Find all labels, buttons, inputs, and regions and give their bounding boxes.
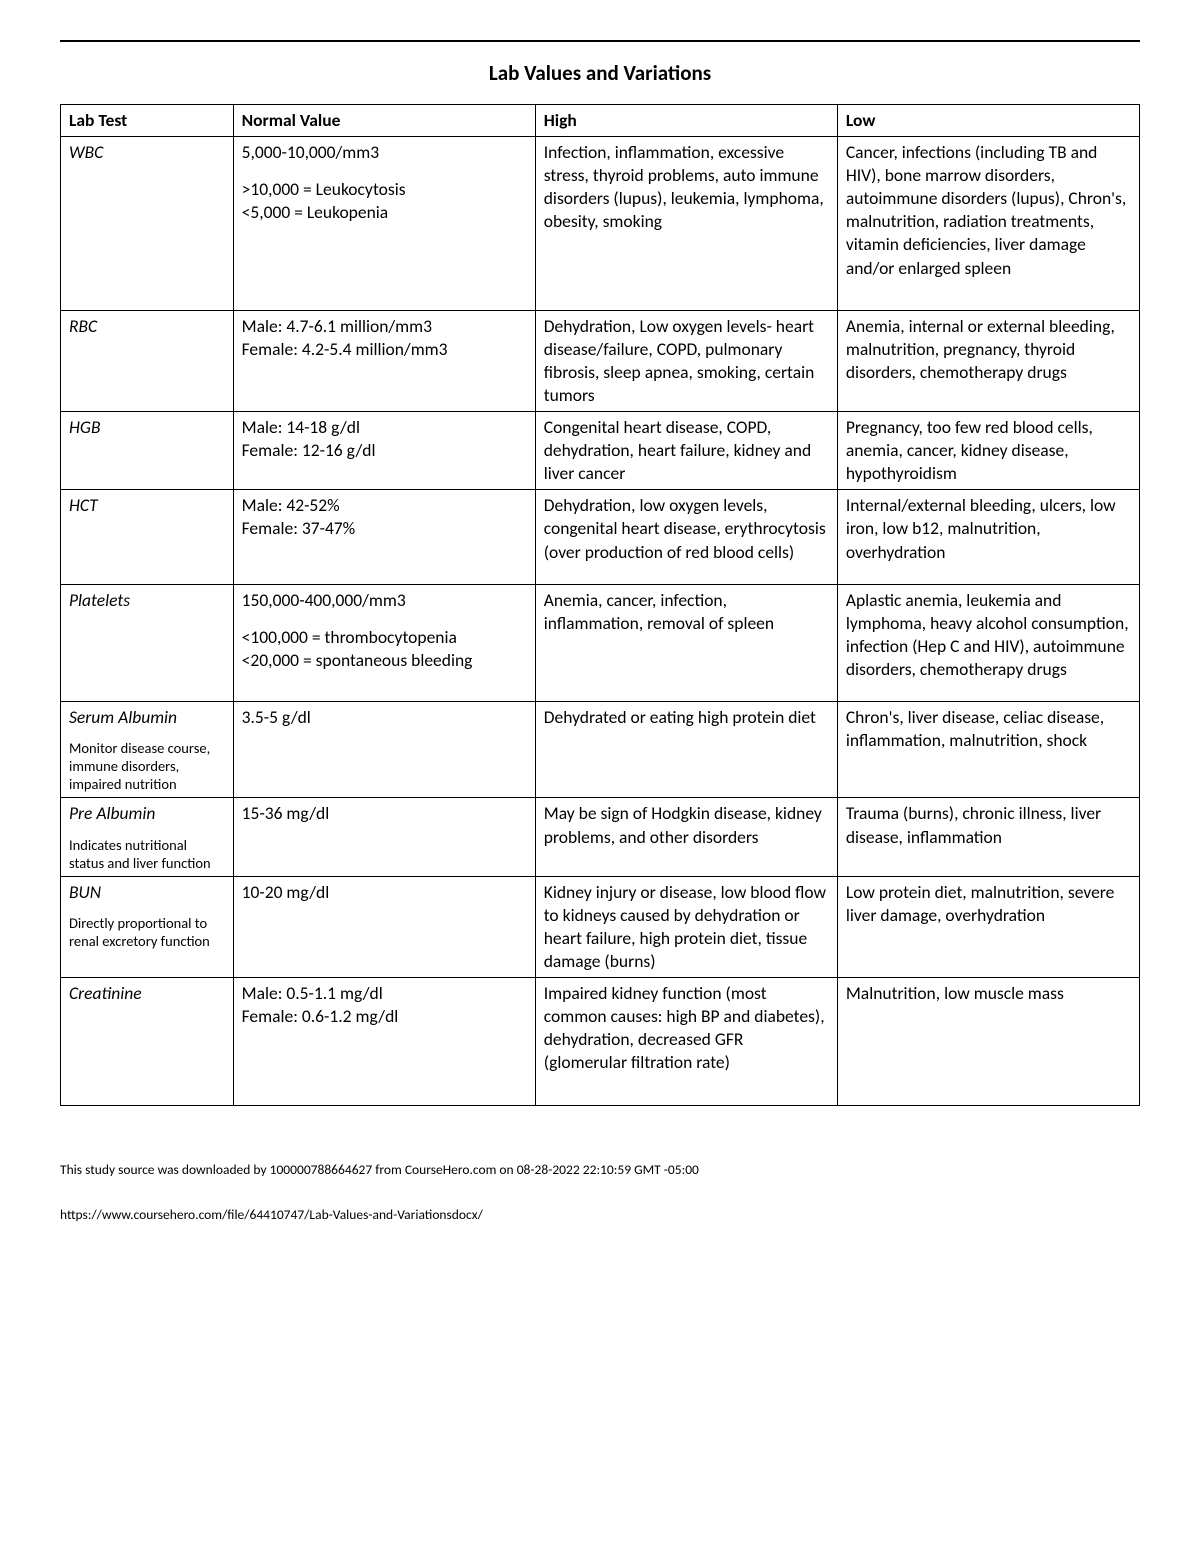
cell-low: Malnutrition, low muscle mass <box>837 978 1139 1105</box>
cell-high: Dehydration, Low oxygen levels- heart di… <box>535 310 837 411</box>
lab-test-subtext: Monitor disease course, immune disorders… <box>69 739 225 793</box>
lab-test-subtext: Directly proportional to renal excretory… <box>69 914 225 950</box>
table-row: RBC Male: 4.7-6.1 million/mm3Female: 4.2-… <box>61 310 1140 411</box>
table-row: BUN Directly proportional to renal excret… <box>61 876 1140 977</box>
cell-lab-test: Platelets <box>61 584 234 701</box>
cell-normal-value: Male: 14-18 g/dlFemale: 12-16 g/dl <box>233 412 535 490</box>
cell-high: Anemia, cancer, infection, inflammation,… <box>535 584 837 701</box>
lab-test-name: WBC <box>69 141 103 163</box>
lab-test-name: RBC <box>69 315 97 337</box>
table-header-row: Lab Test Normal Value High Low <box>61 105 1140 137</box>
cell-high: Kidney injury or disease, low blood flow… <box>535 876 837 977</box>
lab-test-name: Serum Albumin <box>69 706 177 728</box>
cell-normal-value: 3.5-5 g/dl <box>233 701 535 797</box>
cell-high: Impaired kidney function (most common ca… <box>535 978 837 1105</box>
table-row: HCT Male: 42-52%Female: 37-47%Dehydration… <box>61 490 1140 584</box>
cell-lab-test: HGB <box>61 412 234 490</box>
footer-source-link: https://www.coursehero.com/file/64410747… <box>60 1206 1140 1223</box>
cell-normal-value: Male: 42-52%Female: 37-47% <box>233 490 535 584</box>
table-row: Platelets 150,000-400,000/mm3<100,000 = t… <box>61 584 1140 701</box>
table-row: Creatinine Male: 0.5-1.1 mg/dlFemale: 0.6… <box>61 978 1140 1105</box>
cell-lab-test: Creatinine <box>61 978 234 1105</box>
lab-test-subtext: Indicates nutritional status and liver f… <box>69 836 225 872</box>
cell-lab-test: WBC <box>61 137 234 311</box>
cell-normal-value: Male: 4.7-6.1 million/mm3Female: 4.2-5.4… <box>233 310 535 411</box>
top-rule <box>60 40 1140 42</box>
document-page: Lab Values and Variations Lab Test Norma… <box>0 0 1200 1253</box>
cell-low: Low protein diet, malnutrition, severe l… <box>837 876 1139 977</box>
cell-high: Dehydrated or eating high protein diet <box>535 701 837 797</box>
cell-lab-test: Serum Albumin Monitor disease course, imm… <box>61 701 234 797</box>
lab-test-name: Pre Albumin <box>69 802 155 824</box>
cell-low: Cancer, infections (including TB and HIV… <box>837 137 1139 311</box>
cell-low: Trauma (burns), chronic illness, liver d… <box>837 798 1139 876</box>
cell-low: Internal/external bleeding, ulcers, low … <box>837 490 1139 584</box>
lab-test-name: BUN <box>69 881 101 903</box>
cell-low: Anemia, internal or external bleeding, m… <box>837 310 1139 411</box>
normal-value-subtext: >10,000 = Leukocytosis<5,000 = Leukopeni… <box>242 178 527 224</box>
col-header-test: Lab Test <box>61 105 234 137</box>
cell-normal-value: 10-20 mg/dl <box>233 876 535 977</box>
cell-normal-value: Male: 0.5-1.1 mg/dlFemale: 0.6-1.2 mg/dl <box>233 978 535 1105</box>
cell-lab-test: RBC <box>61 310 234 411</box>
col-header-high: High <box>535 105 837 137</box>
lab-values-table: Lab Test Normal Value High Low WBC 5,000-… <box>60 104 1140 1106</box>
page-title: Lab Values and Variations <box>60 60 1140 86</box>
table-row: Serum Albumin Monitor disease course, imm… <box>61 701 1140 797</box>
lab-test-name: Platelets <box>69 589 130 611</box>
cell-low: Chron's, liver disease, celiac disease, … <box>837 701 1139 797</box>
cell-high: Infection, inflammation, excessive stres… <box>535 137 837 311</box>
footer-source-note: This study source was downloaded by 1000… <box>60 1161 1140 1178</box>
cell-high: May be sign of Hodgkin disease, kidney p… <box>535 798 837 876</box>
cell-low: Pregnancy, too few red blood cells, anem… <box>837 412 1139 490</box>
cell-lab-test: BUN Directly proportional to renal excret… <box>61 876 234 977</box>
table-row: WBC 5,000-10,000/mm3>10,000 = Leukocytosi… <box>61 137 1140 311</box>
table-row: Pre Albumin Indicates nutritional status … <box>61 798 1140 876</box>
cell-normal-value: 150,000-400,000/mm3<100,000 = thrombocyt… <box>233 584 535 701</box>
cell-normal-value: 15-36 mg/dl <box>233 798 535 876</box>
lab-test-name: HGB <box>69 416 100 438</box>
col-header-normal: Normal Value <box>233 105 535 137</box>
cell-low: Aplastic anemia, leukemia and lymphoma, … <box>837 584 1139 701</box>
cell-high: Dehydration, low oxygen levels, congenit… <box>535 490 837 584</box>
cell-lab-test: HCT <box>61 490 234 584</box>
cell-high: Congenital heart disease, COPD, dehydrat… <box>535 412 837 490</box>
lab-test-name: HCT <box>69 494 98 516</box>
normal-value-subtext: <100,000 = thrombocytopenia<20,000 = spo… <box>242 626 527 672</box>
cell-lab-test: Pre Albumin Indicates nutritional status … <box>61 798 234 876</box>
lab-test-name: Creatinine <box>69 982 142 1004</box>
col-header-low: Low <box>837 105 1139 137</box>
table-row: HGB Male: 14-18 g/dlFemale: 12-16 g/dlCon… <box>61 412 1140 490</box>
cell-normal-value: 5,000-10,000/mm3>10,000 = Leukocytosis<5… <box>233 137 535 311</box>
